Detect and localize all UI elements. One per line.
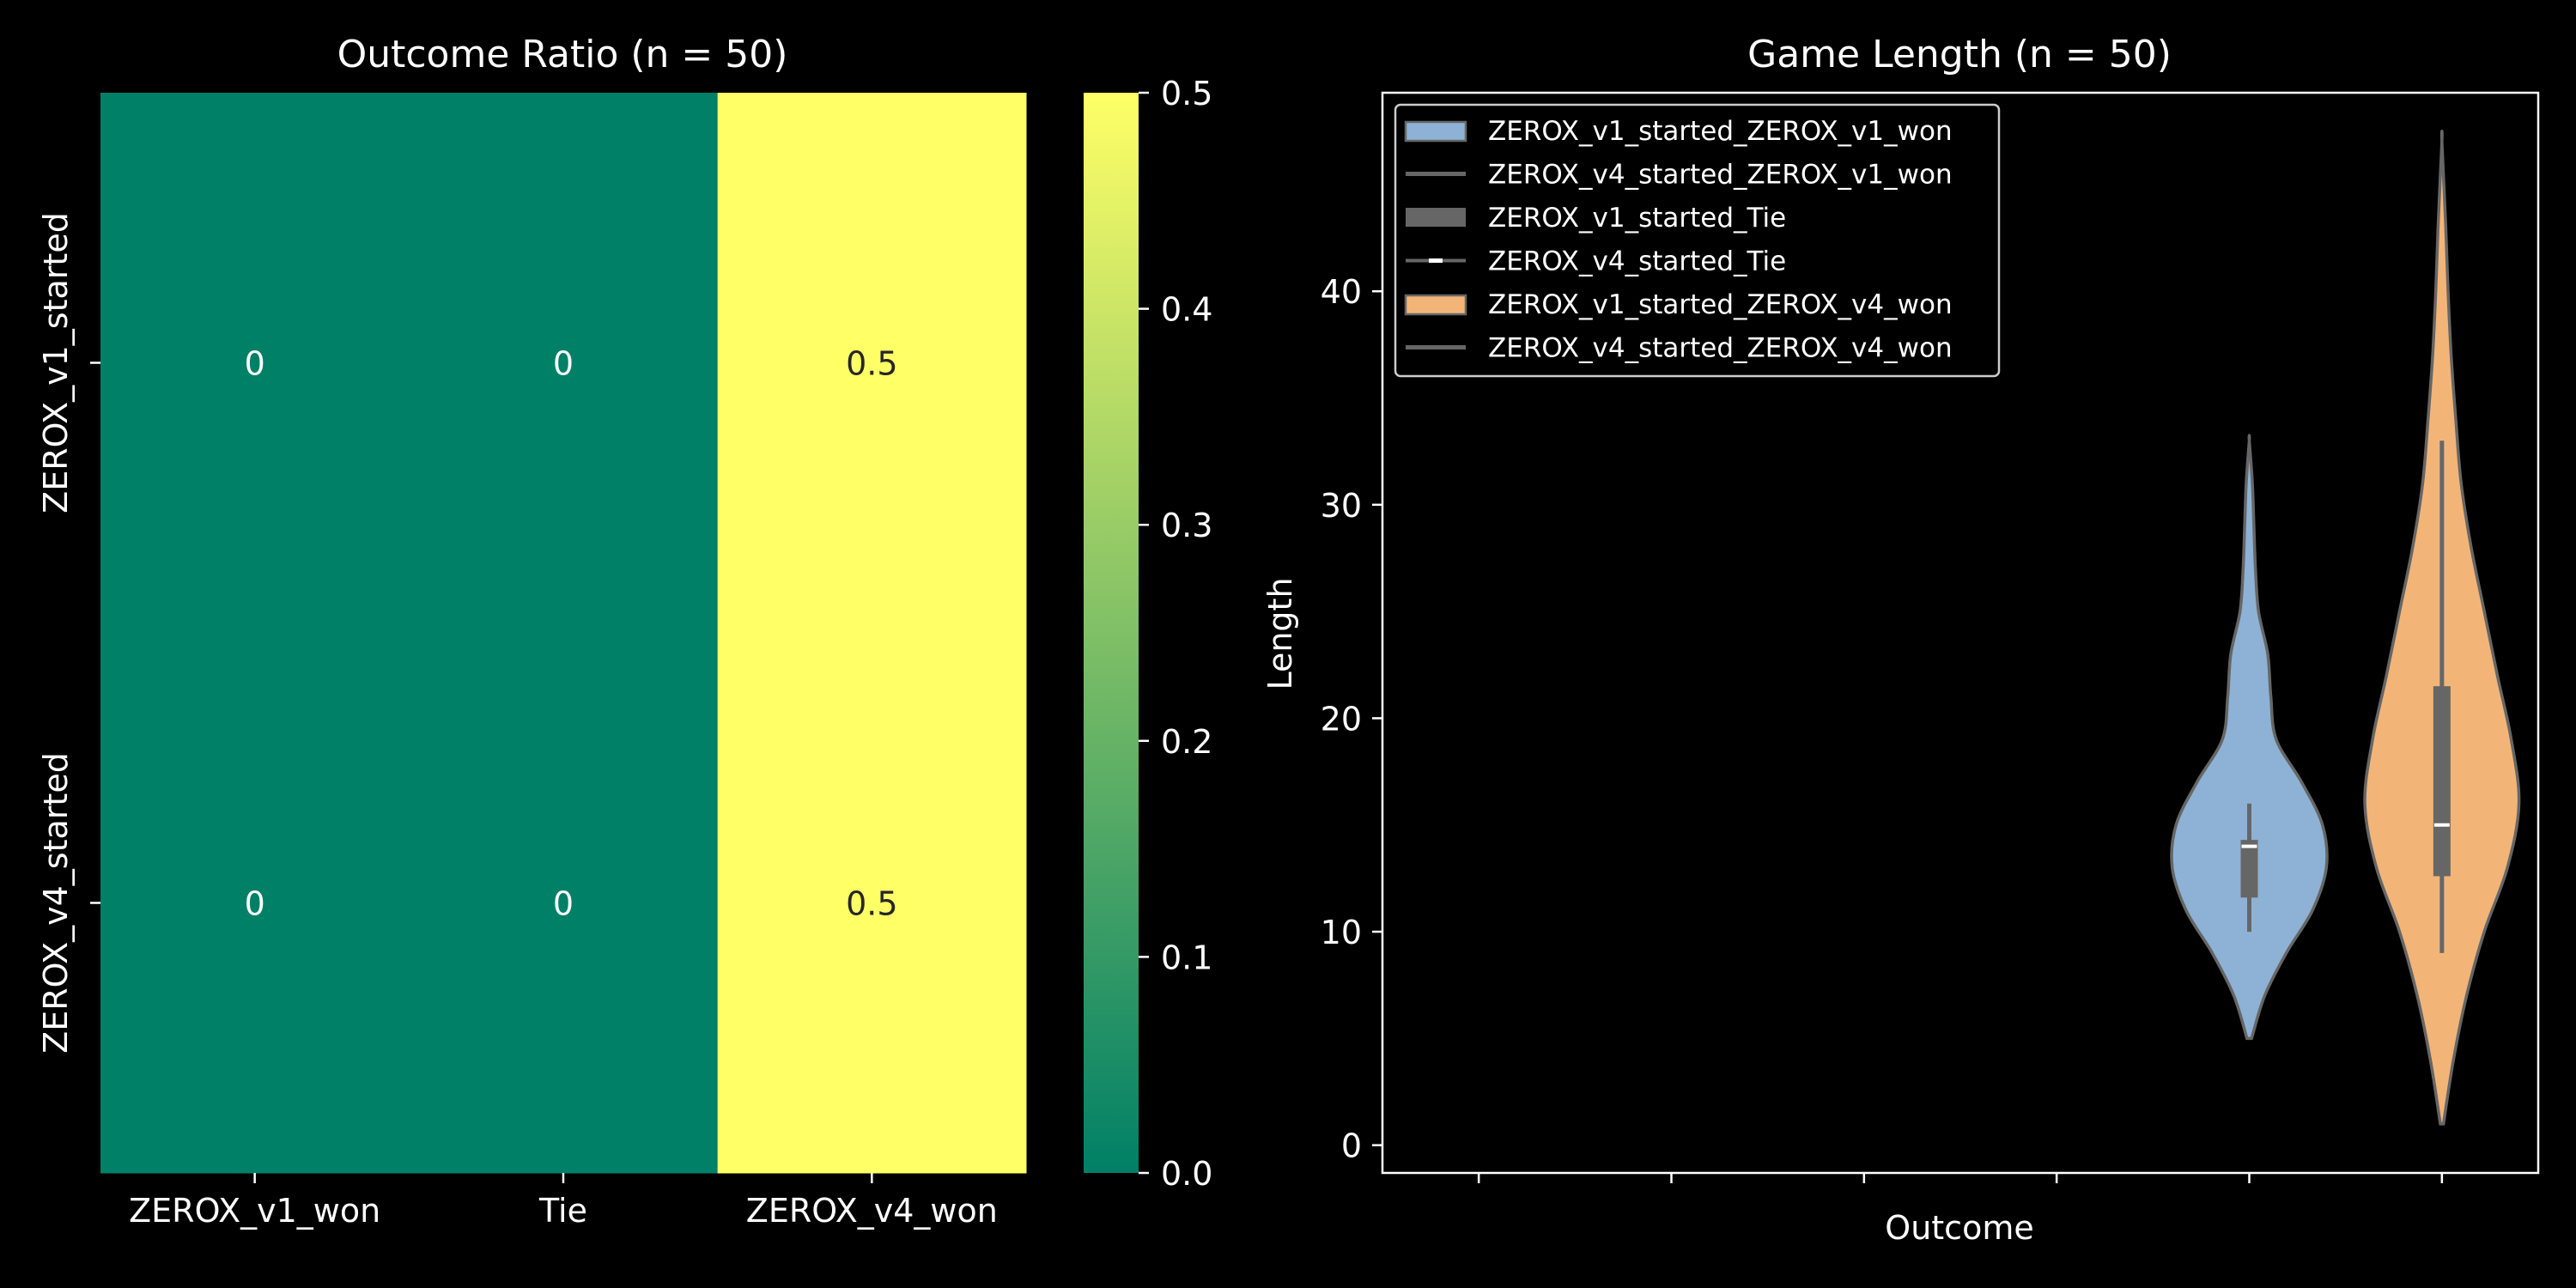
cell-label: 0.5 <box>846 885 897 923</box>
legend-handle <box>1404 294 1467 316</box>
legend-label: ZEROX_v1_started_ZEROX_v1_won <box>1488 116 1953 147</box>
colorbar-tick-label: 0.3 <box>1161 507 1212 544</box>
y-tick-label: 30 <box>1321 487 1362 525</box>
x-tick-label: Tie <box>538 1192 587 1230</box>
colorbar-tick-label: 0.0 <box>1161 1155 1212 1193</box>
y-tick-label: 40 <box>1321 273 1362 311</box>
legend-label: ZEROX_v1_started_Tie <box>1488 203 1786 234</box>
colorbar-tick-label: 0.2 <box>1161 723 1212 761</box>
cell-label: 0 <box>245 345 265 383</box>
heatmap-chart: Outcome Ratio (n = 50) 0 0 0.5 0 0 0.5 ZEROX_… <box>37 33 1212 1230</box>
heatmap-cell <box>100 93 410 634</box>
legend-box <box>1394 103 2001 378</box>
cell-label: 0 <box>245 885 265 923</box>
y-tick-label: 20 <box>1321 700 1362 738</box>
legend-label: ZEROX_v4_started_Tie <box>1488 246 1786 277</box>
x-tick-label: ZEROX_v4_won <box>746 1192 998 1230</box>
y-tick-label: ZEROX_v4_started <box>37 752 75 1054</box>
violin-chart: Game Length (n = 50) 0 10 20 30 40 Outcome L… <box>1261 33 2540 1247</box>
y-tick-label: 10 <box>1321 914 1362 951</box>
heatmap-title: Outcome Ratio (n = 50) <box>337 33 788 76</box>
y-tick-label: ZEROX_v1_started <box>37 212 75 513</box>
legend: ZEROX_v1_started_ZEROX_v1_won ZEROX_v4_st… <box>1394 103 2001 378</box>
heatmap-cell <box>100 633 410 1174</box>
cell-label: 0 <box>553 885 574 923</box>
legend-handle <box>1406 208 1466 227</box>
heatmap-cell <box>409 93 719 634</box>
x-axis-label: Outcome <box>1885 1209 2033 1247</box>
legend-handle <box>1404 120 1467 143</box>
legend-label: ZEROX_v4_started_ZEROX_v4_won <box>1488 333 1953 364</box>
heatmap-cell <box>717 633 1027 1174</box>
cell-label: 0 <box>553 345 574 383</box>
violin-iqr-box <box>2240 840 2258 898</box>
legend-label: ZEROX_v1_started_ZEROX_v4_won <box>1488 289 1953 320</box>
heatmap-cell <box>409 633 719 1174</box>
colorbar-tick-label: 0.4 <box>1161 291 1212 329</box>
x-tick-label: ZEROX_v1_won <box>129 1192 380 1230</box>
heatmap-cell <box>717 93 1027 634</box>
colorbar <box>1084 93 1139 1173</box>
legend-label: ZEROX_v4_started_ZEROX_v1_won <box>1488 160 1953 191</box>
y-tick-label: 0 <box>1341 1127 1362 1165</box>
violin-title: Game Length (n = 50) <box>1747 33 2172 76</box>
violin-iqr-box <box>2433 686 2451 877</box>
colorbar-tick-label: 0.5 <box>1161 75 1212 112</box>
violin-body <box>2170 434 2329 1041</box>
cell-label: 0.5 <box>846 345 897 383</box>
y-axis-label: Length <box>1261 577 1299 690</box>
colorbar-tick-label: 0.1 <box>1161 939 1212 976</box>
